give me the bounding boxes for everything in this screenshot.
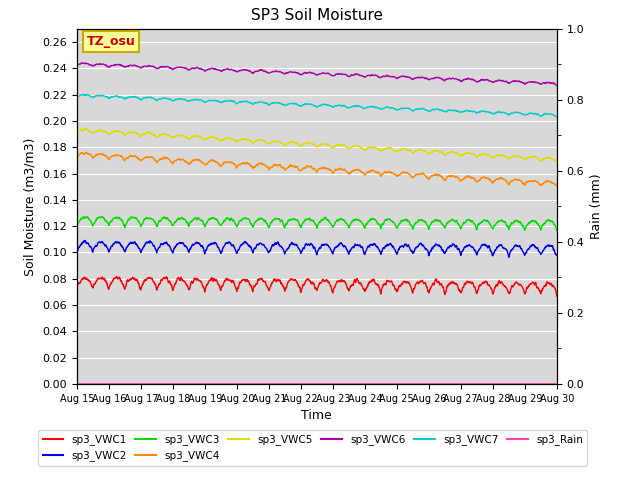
Title: SP3 Soil Moisture: SP3 Soil Moisture — [251, 9, 383, 24]
Text: TZ_osu: TZ_osu — [86, 35, 135, 48]
Y-axis label: Soil Moisture (m3/m3): Soil Moisture (m3/m3) — [24, 137, 36, 276]
X-axis label: Time: Time — [301, 409, 332, 422]
Legend: sp3_VWC1, sp3_VWC2, sp3_VWC3, sp3_VWC4, sp3_VWC5, sp3_VWC6, sp3_VWC7, sp3_Rain: sp3_VWC1, sp3_VWC2, sp3_VWC3, sp3_VWC4, … — [38, 430, 587, 466]
Y-axis label: Rain (mm): Rain (mm) — [590, 174, 603, 239]
